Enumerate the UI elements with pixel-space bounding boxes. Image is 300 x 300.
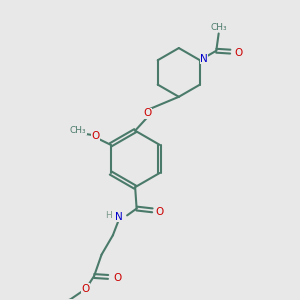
Text: CH₃: CH₃ [70, 126, 86, 135]
Text: O: O [235, 48, 243, 58]
Text: H: H [105, 211, 112, 220]
Text: O: O [91, 131, 99, 142]
Text: N: N [115, 212, 123, 222]
Text: N: N [200, 54, 208, 64]
Text: O: O [81, 284, 89, 293]
Text: CH₃: CH₃ [211, 23, 228, 32]
Text: O: O [156, 207, 164, 217]
Text: O: O [113, 273, 121, 284]
Text: O: O [143, 108, 152, 118]
